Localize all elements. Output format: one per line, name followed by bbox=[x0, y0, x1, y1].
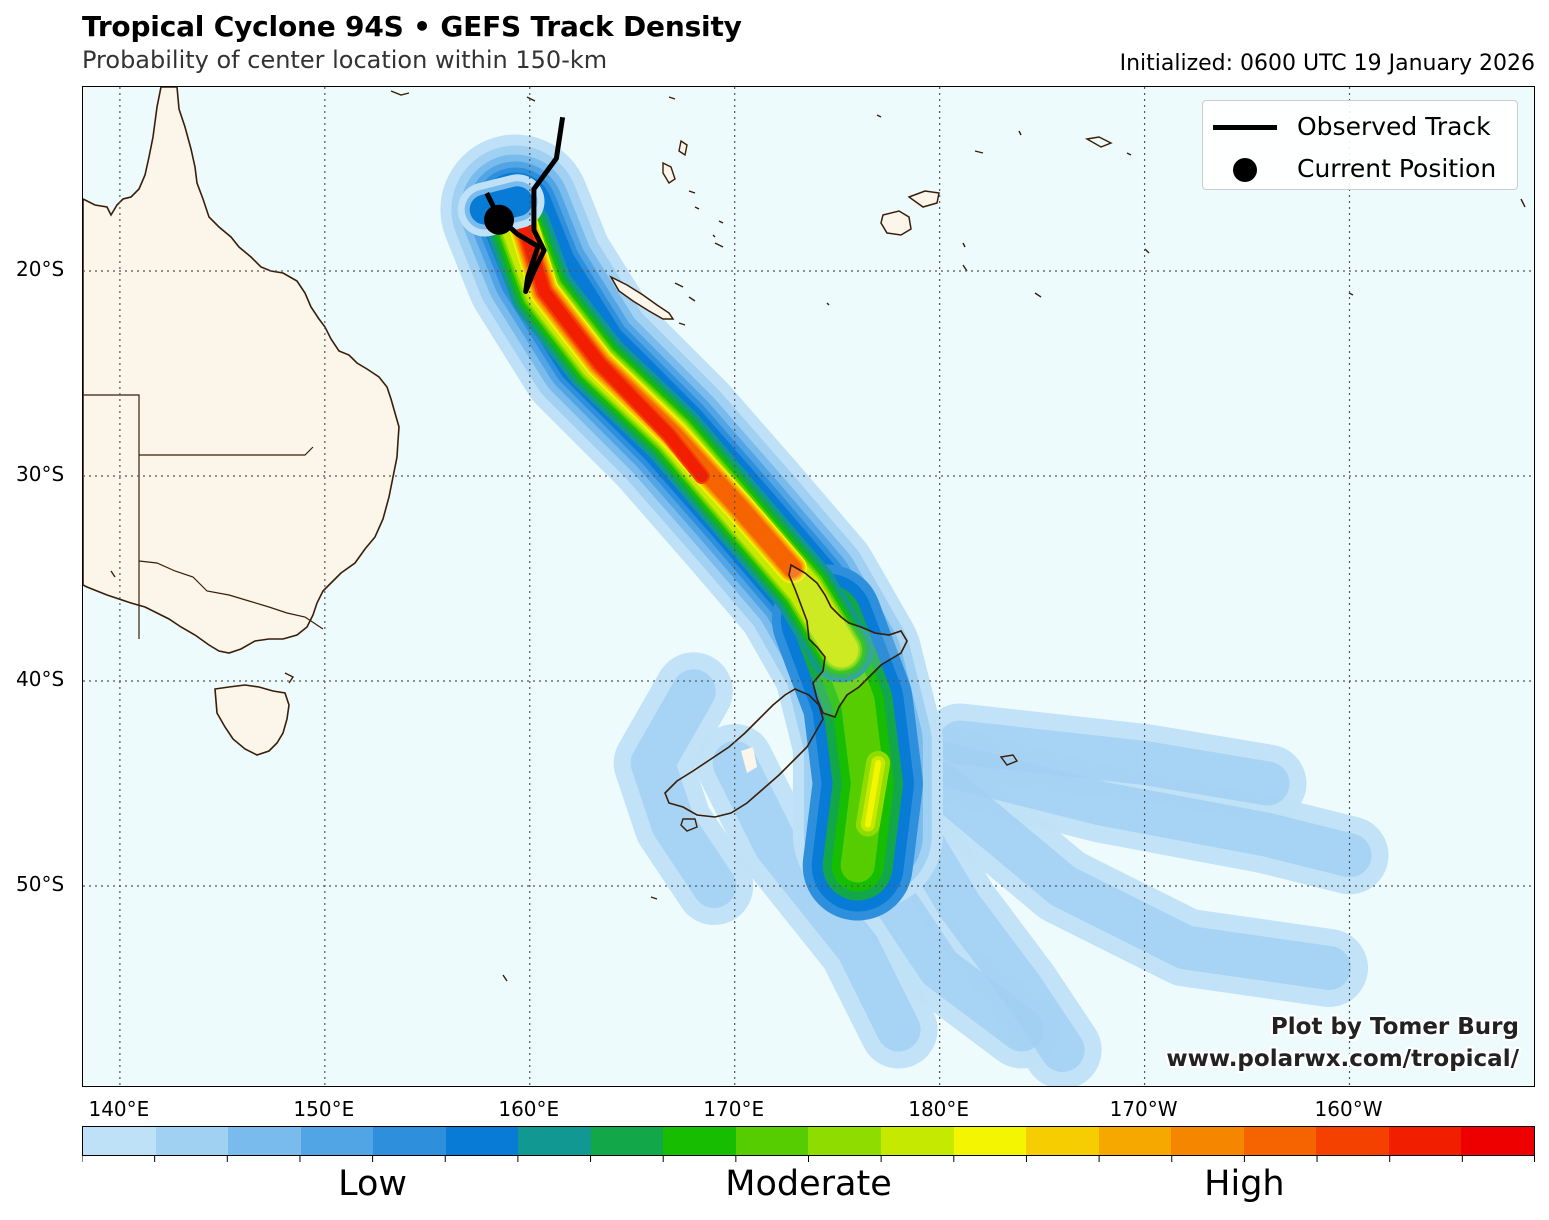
legend-label-current-position: Current Position bbox=[1297, 154, 1497, 183]
colorbar-swatch bbox=[1243, 1127, 1317, 1155]
density-contour bbox=[917, 741, 1372, 878]
page-title: Tropical Cyclone 94S • GEFS Track Densit… bbox=[82, 10, 742, 43]
lat-tick-label: 50°S bbox=[16, 872, 65, 896]
colorbar-swatch bbox=[155, 1127, 229, 1155]
map-legend: Observed Track Current Position bbox=[1202, 100, 1518, 190]
new-caledonia-island bbox=[609, 275, 675, 320]
colorbar-swatch bbox=[808, 1127, 882, 1155]
colorbar-label: Low bbox=[338, 1164, 408, 1204]
density-contour bbox=[864, 760, 882, 828]
lat-tick-label: 40°S bbox=[16, 667, 65, 691]
nz-south-island-outline bbox=[664, 688, 824, 818]
legend-row-current-position: Current Position bbox=[1203, 147, 1517, 187]
state-border-line bbox=[138, 560, 324, 630]
colorbar-swatch bbox=[445, 1127, 519, 1155]
lon-tick-label: 160°E bbox=[498, 1097, 560, 1121]
colorbar-swatch bbox=[1316, 1127, 1389, 1155]
lat-tick-label: 20°S bbox=[16, 257, 65, 281]
density-colorbar bbox=[82, 1126, 1535, 1156]
colorbar-swatch bbox=[590, 1127, 664, 1155]
colorbar-label: High bbox=[1204, 1164, 1285, 1204]
lon-tick-label: 160°W bbox=[1314, 1097, 1383, 1121]
page-subtitle: Probability of center location within 15… bbox=[82, 46, 608, 74]
observed-track-line bbox=[484, 116, 566, 294]
colorbar-swatch bbox=[1026, 1127, 1099, 1155]
initialized-time: Initialized: 0600 UTC 19 January 2026 bbox=[1119, 51, 1535, 76]
chatham-island bbox=[999, 754, 1019, 766]
stewart-island bbox=[680, 818, 698, 832]
credit-url[interactable]: www.polarwx.com/tropical/ bbox=[1166, 1046, 1519, 1072]
fiji-island bbox=[880, 210, 912, 236]
landmass-layer bbox=[83, 87, 1526, 982]
colorbar-swatch bbox=[735, 1127, 809, 1155]
tasmania-landmass bbox=[214, 684, 290, 756]
colorbar-swatch bbox=[1098, 1127, 1172, 1155]
state-border-line bbox=[83, 394, 140, 639]
density-contour bbox=[917, 761, 1351, 990]
australia-landmass bbox=[83, 87, 400, 654]
colorbar-swatch bbox=[953, 1127, 1027, 1155]
colorbar-ticks bbox=[82, 1156, 1535, 1162]
lon-tick-label: 170°W bbox=[1109, 1097, 1178, 1121]
current-position-swatch bbox=[1233, 158, 1257, 182]
density-contour bbox=[630, 669, 737, 908]
legend-label-observed-track: Observed Track bbox=[1297, 112, 1491, 141]
small-islands bbox=[110, 90, 1526, 982]
track-density-layer bbox=[440, 134, 1389, 1086]
map-canvas bbox=[83, 87, 1534, 1086]
map-panel[interactable] bbox=[82, 86, 1535, 1087]
vanuatu-island bbox=[662, 161, 676, 184]
vanuatu-island bbox=[678, 139, 688, 157]
fiji-island bbox=[907, 190, 940, 208]
colorbar-swatch bbox=[300, 1127, 374, 1155]
lon-tick-label: 180°E bbox=[908, 1097, 970, 1121]
lat-tick-label: 30°S bbox=[16, 462, 65, 486]
colorbar-swatch bbox=[1388, 1127, 1462, 1155]
colorbar-label: Moderate bbox=[725, 1164, 892, 1204]
colorbar-swatch bbox=[83, 1127, 156, 1155]
density-contour bbox=[938, 720, 1290, 806]
colorbar-swatch bbox=[373, 1127, 446, 1155]
canterbury-land-patch bbox=[741, 747, 757, 773]
current-position-marker bbox=[484, 204, 515, 235]
colorbar-swatch bbox=[663, 1127, 736, 1155]
legend-row-observed-track: Observed Track bbox=[1203, 105, 1517, 145]
state-border-line bbox=[139, 446, 314, 456]
colorbar-swatch bbox=[1461, 1127, 1534, 1155]
graticule-grid bbox=[83, 87, 1534, 1086]
lon-tick-label: 170°E bbox=[703, 1097, 765, 1121]
observed-track-layer bbox=[484, 116, 566, 294]
lon-tick-label: 140°E bbox=[88, 1097, 150, 1121]
credit-author: Plot by Tomer Burg bbox=[1270, 1014, 1519, 1040]
lon-tick-label: 150°E bbox=[293, 1097, 355, 1121]
colorbar-swatch bbox=[1171, 1127, 1244, 1155]
observed-track-swatch bbox=[1213, 125, 1277, 130]
colorbar-swatch bbox=[881, 1127, 954, 1155]
colorbar-swatch bbox=[518, 1127, 591, 1155]
colorbar-swatch bbox=[228, 1127, 301, 1155]
